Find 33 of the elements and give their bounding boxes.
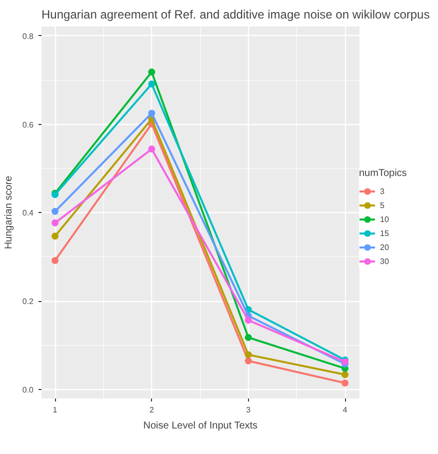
legend-label: 5 — [380, 200, 386, 210]
point — [244, 351, 252, 358]
chart-title: Hungarian agreement of Ref. and additive image noise on wikilow corpus — [42, 8, 430, 22]
y-tick-label: 0.6 — [22, 120, 34, 130]
x-tick-label: 4 — [342, 406, 348, 414]
point — [52, 208, 59, 215]
point — [148, 146, 156, 153]
x-tick-label: 3 — [246, 406, 252, 414]
y-tick-label: 0.8 — [22, 32, 34, 41]
point — [52, 232, 59, 240]
point — [342, 380, 348, 387]
legend-label: 3 — [380, 186, 386, 196]
x-axis-title: Noise Level of Input Texts — [143, 420, 258, 432]
legend-label: 10 — [380, 214, 390, 224]
point — [52, 219, 59, 226]
legend-title: numTopics — [359, 168, 407, 179]
point — [244, 316, 252, 324]
point — [244, 334, 252, 341]
legend-label: 20 — [380, 242, 390, 252]
y-tick-label: 0.4 — [22, 208, 34, 218]
y-tick-label: 0.0 — [22, 386, 34, 395]
point — [148, 68, 156, 76]
legend-label: 30 — [380, 256, 390, 266]
x-tick-label: 1 — [52, 406, 58, 414]
x-tick-label: 2 — [149, 406, 154, 414]
point — [244, 357, 252, 364]
y-axis-title: Hungarian score — [3, 175, 14, 250]
point — [148, 110, 156, 117]
point — [148, 80, 156, 88]
y-tick-label: 0.2 — [22, 297, 34, 306]
point — [52, 257, 59, 264]
legend-label: 15 — [380, 228, 390, 238]
point — [342, 371, 348, 378]
